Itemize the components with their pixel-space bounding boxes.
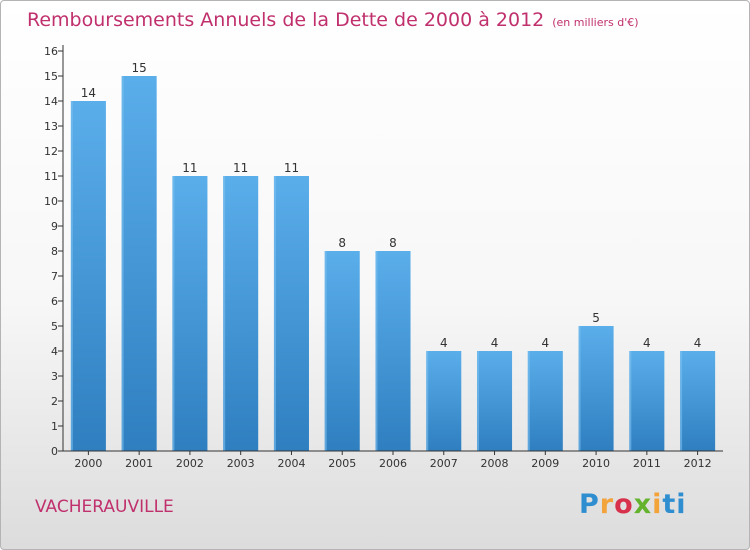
bar-highlight-2012 — [680, 351, 683, 451]
bar-2008 — [477, 351, 513, 451]
bar-value-label: 11 — [233, 161, 248, 175]
y-tick-label: 6 — [51, 295, 58, 308]
bar-2003 — [223, 176, 259, 451]
x-tick-label: 2010 — [582, 457, 610, 470]
bar-highlight-2003 — [223, 176, 226, 451]
bar-2011 — [629, 351, 665, 451]
bar-highlight-2007 — [426, 351, 429, 451]
x-tick-label: 2000 — [74, 457, 102, 470]
bar-value-label: 4 — [694, 336, 702, 350]
bar-value-label: 14 — [81, 86, 96, 100]
x-tick-label: 2009 — [531, 457, 559, 470]
bar-value-label: 4 — [491, 336, 499, 350]
bar-highlight-2004 — [273, 176, 276, 451]
bar-highlight-2002 — [172, 176, 175, 451]
bar-value-label: 5 — [592, 311, 600, 325]
chart-unit: (en milliers d'€) — [552, 16, 639, 29]
bar-2006 — [375, 251, 411, 451]
x-tick-label: 2001 — [125, 457, 153, 470]
bar-highlight-2011 — [629, 351, 632, 451]
x-tick-label: 2011 — [633, 457, 661, 470]
bar-2001 — [121, 76, 157, 451]
brand-letter-4: x — [633, 489, 653, 520]
y-tick-label: 12 — [44, 145, 58, 158]
x-tick-label: 2006 — [379, 457, 407, 470]
bar-2012 — [680, 351, 716, 451]
y-tick-label: 16 — [44, 45, 58, 58]
brand-letter-5: i — [652, 489, 663, 520]
y-tick-label: 5 — [51, 320, 58, 333]
y-tick-label: 10 — [44, 195, 58, 208]
bar-highlight-2005 — [324, 251, 327, 451]
x-tick-label: 2003 — [227, 457, 255, 470]
x-tick-label: 2002 — [176, 457, 204, 470]
bar-value-label: 11 — [284, 161, 299, 175]
y-tick-label: 15 — [44, 70, 58, 83]
brand-letter-6: ti — [662, 489, 687, 520]
bar-2002 — [172, 176, 208, 451]
bar-highlight-2010 — [578, 326, 581, 451]
bar-2005 — [324, 251, 360, 451]
x-tick-label: 2012 — [684, 457, 712, 470]
y-tick-label: 4 — [51, 345, 58, 358]
bar-value-label: 15 — [132, 61, 147, 75]
bar-highlight-2009 — [527, 351, 530, 451]
bar-highlight-2006 — [375, 251, 378, 451]
bar-2007 — [426, 351, 462, 451]
city-name: VACHERAUVILLE — [35, 497, 174, 517]
y-tick-label: 14 — [44, 95, 58, 108]
brand-letter-1: P — [579, 489, 600, 520]
x-tick-label: 2008 — [481, 457, 509, 470]
y-tick-label: 0 — [51, 445, 58, 458]
brand-letter-2: r — [599, 489, 615, 520]
y-tick-label: 1 — [51, 420, 58, 433]
bar-value-label: 4 — [643, 336, 651, 350]
bar-2000 — [70, 101, 106, 451]
y-tick-label: 2 — [51, 395, 58, 408]
x-tick-label: 2005 — [328, 457, 356, 470]
bar-highlight-2000 — [70, 101, 73, 451]
bar-value-label: 11 — [182, 161, 197, 175]
brand-logo: Proxiti — [579, 489, 687, 520]
chart-title: Remboursements Annuels de la Dette de 20… — [27, 9, 639, 31]
y-tick-label: 8 — [51, 245, 58, 258]
x-tick-label: 2004 — [277, 457, 305, 470]
y-tick-label: 9 — [51, 220, 58, 233]
bar-value-label: 4 — [440, 336, 448, 350]
x-tick-label: 2007 — [430, 457, 458, 470]
bars-group: 14 15 11 11 11 8 8 4 4 4 5 4 4 — [70, 61, 716, 451]
chart-title-text: Remboursements Annuels de la Dette de 20… — [27, 9, 545, 31]
bar-2010 — [578, 326, 614, 451]
y-tick-label: 11 — [44, 170, 58, 183]
y-tick-label: 3 — [51, 370, 58, 383]
bar-2004 — [273, 176, 309, 451]
bar-2009 — [527, 351, 563, 451]
bar-highlight-2008 — [477, 351, 480, 451]
brand-letter-3: o — [614, 489, 634, 520]
bar-value-label: 4 — [541, 336, 549, 350]
bar-value-label: 8 — [389, 236, 397, 250]
y-tick-label: 7 — [51, 270, 58, 283]
bar-highlight-2001 — [121, 76, 124, 451]
y-tick-label: 13 — [44, 120, 58, 133]
bar-value-label: 8 — [338, 236, 346, 250]
